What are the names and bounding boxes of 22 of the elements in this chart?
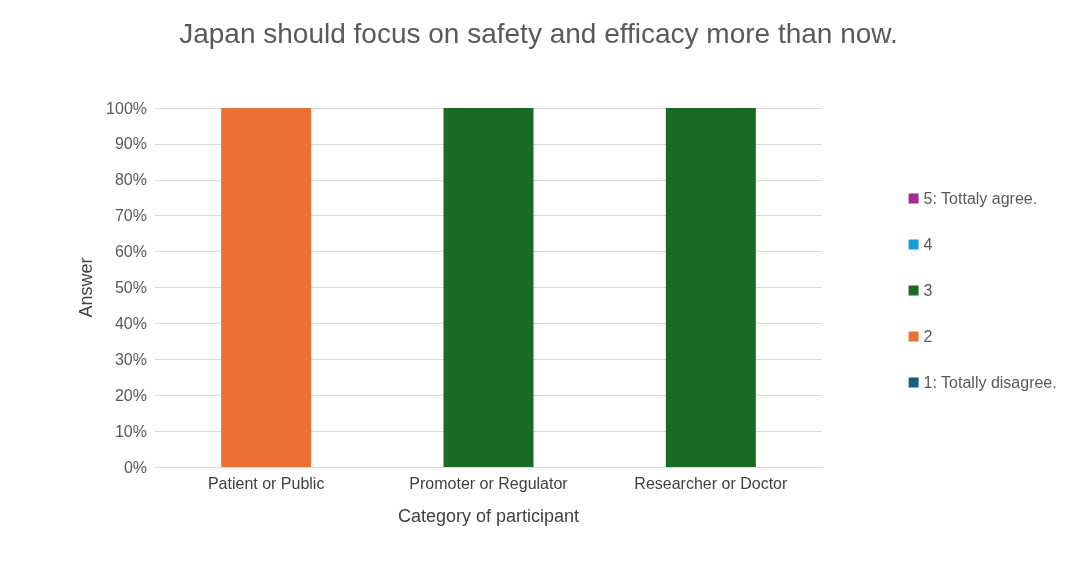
- legend-label: 3: [923, 282, 933, 299]
- legend-label: 1: Totally disagree.: [923, 374, 1057, 391]
- y-tick-label: 40%: [114, 314, 147, 332]
- x-axis-title: Category of participant: [397, 506, 580, 526]
- legend-label: 5: Tottaly agree.: [923, 190, 1038, 207]
- y-tick-label: 0%: [123, 458, 147, 476]
- y-tick-label: 80%: [114, 171, 147, 189]
- x-tick-label: Researcher or Doctor: [634, 474, 788, 492]
- y-tick-label: 70%: [114, 207, 147, 225]
- y-tick-label: 20%: [114, 386, 147, 404]
- y-tick-label: 50%: [114, 279, 147, 296]
- chart-title: Japan should focus on safety and efficacy more than now.: [179, 17, 898, 49]
- y-tick-label: 30%: [114, 350, 147, 368]
- y-axis-title: Answer: [76, 257, 97, 318]
- legend-label: 4: [923, 236, 933, 253]
- legend-label: 2: [923, 328, 933, 345]
- y-tick-label: 90%: [114, 135, 147, 153]
- y-tick-label: 100%: [106, 99, 147, 117]
- x-tick-label: Promoter or Regulator: [409, 474, 569, 492]
- y-tick-label: 10%: [114, 422, 147, 440]
- x-tick-label: Patient or Public: [207, 474, 325, 492]
- y-tick-label: 60%: [114, 243, 147, 261]
